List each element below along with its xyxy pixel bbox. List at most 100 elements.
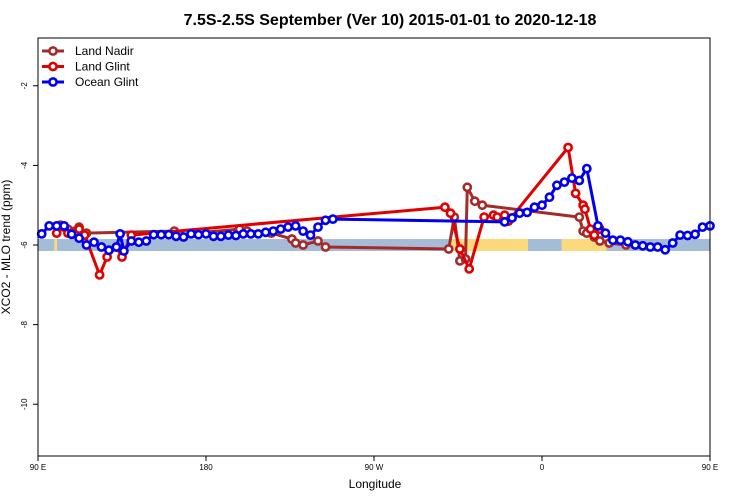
data-point: [298, 240, 308, 250]
data-point: [439, 202, 450, 213]
data-point: [223, 230, 234, 240]
data-point: [443, 244, 454, 254]
data-point: [462, 182, 473, 193]
data-point: [574, 175, 585, 186]
data-point: [201, 228, 211, 239]
data-point: [574, 212, 585, 222]
data-point: [660, 244, 671, 255]
data-point: [454, 244, 465, 254]
x-tick-label: 180: [199, 463, 213, 472]
series-layer: [36, 142, 715, 280]
data-point: [283, 222, 293, 232]
data-point: [479, 212, 489, 222]
y-tick-label: -2: [20, 82, 29, 90]
data-point: [163, 229, 174, 240]
data-point: [74, 233, 84, 244]
data-point: [320, 215, 331, 226]
data-point: [464, 263, 475, 274]
legend-marker: [48, 46, 58, 56]
legend-label: Land Glint: [75, 60, 130, 74]
data-point: [529, 202, 540, 213]
data-point: [111, 242, 122, 252]
data-point: [630, 240, 641, 250]
data-point: [652, 242, 663, 252]
data-point: [615, 235, 626, 246]
land-ocean-band: [38, 239, 710, 251]
data-point: [66, 229, 77, 240]
series-ocean-glint: [36, 163, 715, 256]
y-tick-label: -10: [20, 398, 29, 410]
data-point: [522, 207, 532, 218]
data-point: [141, 236, 152, 246]
data-point: [595, 236, 605, 246]
data-point: [119, 246, 129, 256]
data-point: [245, 228, 256, 239]
x-tick-label: 90 W: [365, 463, 384, 472]
data-point: [552, 180, 562, 191]
data-point: [313, 222, 323, 232]
axis-layer: 90 E 180 90 W 0 90 E -2 -4 -6 -8 -10: [20, 82, 718, 472]
data-point: [675, 230, 685, 240]
data-point: [623, 236, 633, 247]
data-point: [253, 228, 264, 239]
data-point: [313, 236, 323, 246]
data-point: [89, 237, 99, 248]
data-point: [581, 163, 592, 174]
data-point: [44, 220, 55, 231]
data-point: [230, 230, 241, 241]
data-point: [637, 240, 648, 251]
data-point: [608, 235, 618, 246]
chart-title: 7.5S-2.5S September (Ver 10) 2015-01-01 …: [184, 12, 597, 29]
data-point: [600, 228, 611, 238]
legend-marker: [48, 77, 58, 87]
x-tick-label: 0: [540, 463, 545, 472]
data-point: [171, 231, 181, 242]
data-point: [156, 229, 167, 240]
data-point: [59, 220, 69, 231]
y-tick-label: -8: [20, 321, 29, 329]
data-point: [492, 212, 503, 222]
data-point: [215, 231, 226, 242]
data-point: [499, 216, 510, 227]
data-point: [445, 208, 456, 219]
data-point: [94, 269, 105, 280]
data-point: [115, 228, 125, 239]
data-point: [104, 245, 114, 256]
x-tick-label: 90 E: [30, 463, 46, 472]
data-point: [563, 142, 573, 153]
data-point: [148, 229, 159, 240]
data-point: [275, 224, 286, 234]
y-tick-label: -6: [20, 241, 29, 249]
data-point: [537, 200, 547, 211]
legend-label: Ocean Glint: [75, 75, 139, 89]
data-point: [544, 192, 555, 203]
data-point: [238, 228, 249, 239]
data-point: [290, 238, 301, 248]
data-point: [133, 237, 144, 248]
data-point: [477, 200, 488, 211]
legend-label: Land Nadir: [75, 44, 134, 58]
y-tick-label: -4: [20, 161, 29, 169]
data-point: [126, 236, 137, 246]
data-point: [469, 196, 480, 207]
data-point: [697, 222, 708, 232]
data-point: [298, 226, 308, 236]
land-segment: [449, 239, 528, 251]
data-point: [268, 226, 279, 236]
data-point: [682, 230, 693, 241]
data-point: [327, 214, 338, 224]
y-axis-label: XCO2 - MLO trend (ppm): [0, 180, 13, 315]
data-point: [305, 230, 316, 240]
data-point: [667, 238, 678, 248]
data-point: [580, 204, 590, 215]
data-point: [690, 229, 700, 240]
legend-marker: [48, 61, 58, 72]
land-segment: [54, 239, 58, 251]
data-point: [260, 227, 271, 238]
data-point: [81, 240, 92, 250]
data-point: [290, 220, 301, 231]
data-point: [514, 208, 525, 219]
